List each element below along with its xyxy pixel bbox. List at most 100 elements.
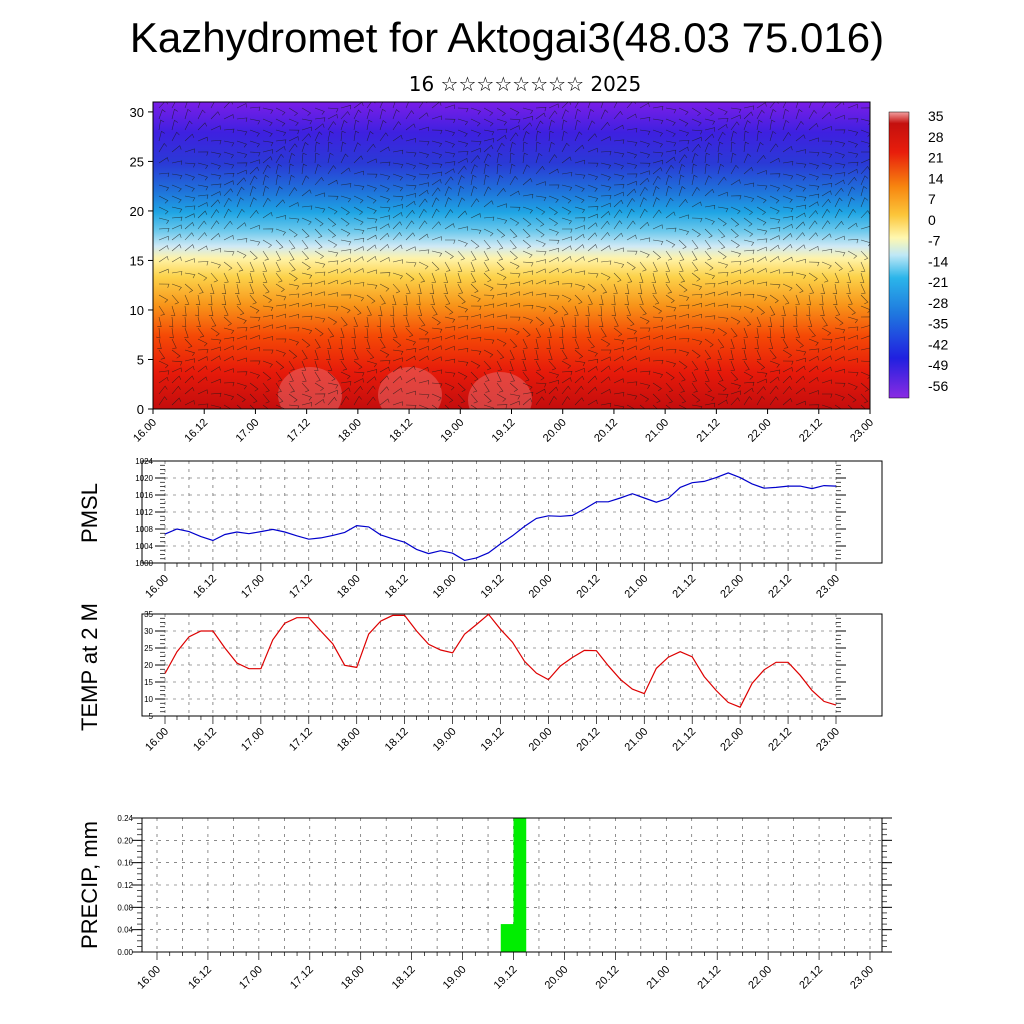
wind-barb: [561, 370, 573, 376]
wind-barb: [691, 107, 701, 117]
wind-barb: [496, 228, 506, 238]
wind-barb: [769, 217, 781, 224]
y-tick-label: 5: [137, 352, 144, 367]
wind-barb: [860, 197, 868, 208]
wind-barb: [730, 382, 742, 390]
wind-barb: [405, 390, 416, 396]
wind-barb: [379, 375, 390, 384]
wind-barb: [496, 393, 507, 402]
wind-barb: [678, 324, 689, 330]
wind-barb: [509, 118, 521, 124]
wind-barb: [613, 102, 622, 109]
wind-barb: [730, 397, 740, 406]
wind-barb: [509, 327, 520, 336]
wind-barb: [587, 358, 599, 364]
wind-barb: [756, 119, 763, 131]
wind-barb: [509, 393, 521, 400]
wind-barb: [600, 102, 604, 109]
wind-barb: [314, 117, 326, 122]
wind-barb: [691, 338, 703, 345]
wind-barb: [717, 107, 728, 115]
wind-barb: [574, 173, 586, 179]
wind-barb: [223, 208, 232, 219]
wind-barb: [483, 250, 490, 261]
wind-barb: [756, 228, 768, 235]
wind-barb: [496, 360, 503, 371]
wind-barb: [795, 149, 807, 154]
wind-barb: [223, 272, 229, 283]
wind-barb: [182, 305, 187, 317]
y-tick-label: 10: [144, 695, 153, 704]
wind-barb: [600, 220, 610, 230]
wind-barb: [652, 186, 660, 197]
wind-barb: [444, 345, 455, 351]
wind-barb: [288, 382, 295, 393]
wind-barb: [704, 393, 715, 401]
wind-barb: [561, 255, 572, 263]
wind-barb: [496, 134, 507, 142]
wind-barb: [613, 272, 622, 283]
wind-barb: [288, 202, 299, 208]
wind-barb: [470, 228, 482, 235]
wind-barb: [624, 283, 630, 295]
wind-barb: [574, 108, 581, 120]
wind-barb: [691, 163, 697, 175]
wind-barb: [548, 110, 558, 120]
wind-barb: [457, 157, 468, 164]
wind-barb: [860, 371, 870, 380]
wind-barb: [236, 327, 248, 332]
wind-barb: [340, 381, 352, 386]
wind-barb: [275, 349, 286, 357]
wind-barb: [249, 404, 255, 409]
wind-barb: [730, 371, 739, 382]
wind-barb: [548, 371, 560, 379]
wind-barb: [158, 119, 165, 131]
wind-barb: [561, 360, 572, 369]
wind-barb: [366, 369, 378, 374]
wind-barb: [613, 209, 623, 219]
wind-barb: [379, 243, 390, 252]
wind-barb: [509, 141, 516, 153]
wind-barb: [275, 338, 287, 343]
wind-barb: [171, 233, 182, 241]
wind-barb: [652, 261, 658, 272]
wind-barb: [509, 360, 514, 371]
x-tick-label: 16.00: [143, 726, 171, 754]
wind-barb: [405, 355, 416, 362]
wind-barb: [743, 387, 754, 395]
wind-barb: [534, 338, 539, 350]
wind-barb: [416, 294, 421, 306]
wind-barb: [288, 228, 298, 238]
wind-barb: [249, 129, 260, 137]
wind-barb: [483, 144, 494, 153]
x-tick-label: 20.12: [575, 573, 603, 601]
wind-barb: [704, 261, 714, 271]
x-tick-label: 22.00: [746, 964, 774, 992]
wind-barb: [262, 197, 271, 208]
wind-barb: [431, 305, 438, 316]
wind-barb: [431, 316, 441, 326]
wind-barb: [379, 366, 390, 373]
wind-barb: [379, 215, 391, 220]
wind-barb: [808, 376, 819, 384]
wind-barb: [483, 239, 491, 250]
colorbar-label: 7: [928, 191, 936, 207]
wind-barb: [236, 305, 245, 316]
wind-barb: [717, 191, 728, 197]
wind-barb: [457, 226, 469, 231]
wind-barb: [860, 185, 868, 197]
wind-barb: [496, 217, 508, 224]
x-tick-label: 21.00: [622, 573, 650, 601]
wind-barb: [223, 368, 234, 373]
wind-barb: [197, 162, 209, 169]
wind-barb: [392, 338, 402, 348]
wind-barb: [678, 382, 685, 393]
wind-barb: [522, 360, 527, 371]
wind-barb: [678, 294, 690, 301]
wind-barb: [249, 197, 257, 208]
x-tick-label: 16.12: [186, 964, 214, 992]
wind-barb: [288, 283, 300, 290]
wind-barb: [522, 397, 533, 406]
wind-barb: [197, 102, 201, 109]
wind-barb: [847, 161, 859, 167]
